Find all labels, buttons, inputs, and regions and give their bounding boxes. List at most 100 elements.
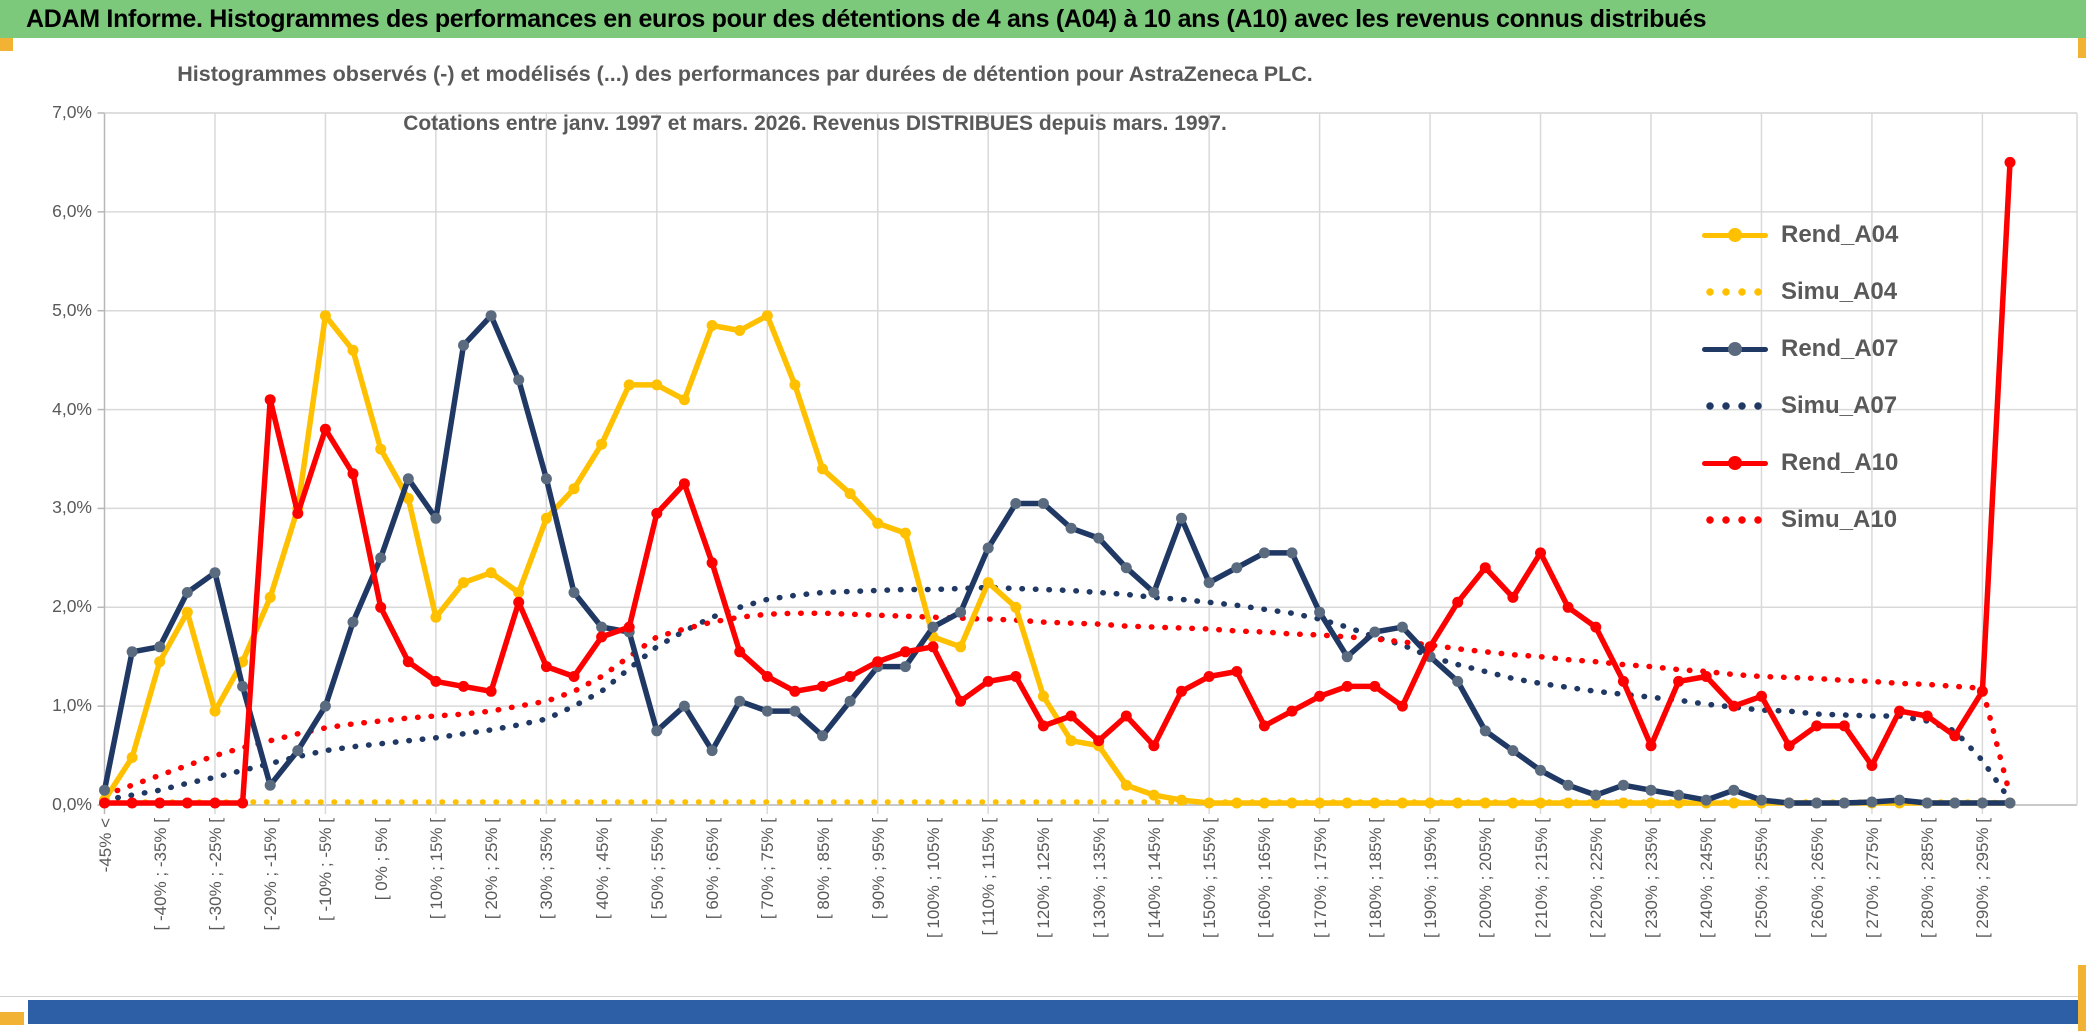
series-marker-Rend_A04 (375, 443, 387, 455)
series-marker-Rend_A07 (1148, 587, 1160, 598)
series-marker-Rend_A07 (1728, 784, 1740, 796)
legend-entry-Simu_A07[interactable]: Simu_A07 (1702, 377, 2002, 434)
series-marker-Rend_A10 (982, 675, 994, 687)
series-marker-Rend_A10 (2004, 156, 2016, 168)
series-marker-Rend_A07 (1756, 794, 1767, 806)
series-marker-Rend_A07 (402, 473, 414, 485)
x-tick-label: [ 180% ; 185% [ (1365, 818, 1385, 939)
legend-entry-Rend_A10[interactable]: Rend_A10 (1702, 434, 2002, 491)
series-marker-Rend_A10 (1314, 690, 1326, 702)
legend-entry-Simu_A04[interactable]: Simu_A04 (1702, 263, 2002, 320)
legend-entry-Rend_A07[interactable]: Rend_A07 (1702, 320, 2002, 377)
series-marker-Rend_A07 (2004, 797, 2016, 809)
series-marker-Rend_A07 (154, 641, 166, 653)
x-tick-label: [ 170% ; 175% [ (1310, 818, 1330, 939)
x-tick-label: [ -20% ; -15% [ (261, 818, 281, 931)
series-marker-Rend_A10 (1286, 705, 1298, 717)
series-marker-Rend_A10 (126, 797, 138, 809)
legend-label: Simu_A04 (1781, 277, 1898, 305)
series-marker-Rend_A10 (1424, 641, 1436, 653)
series-marker-Rend_A04 (1176, 794, 1187, 806)
series-marker-Rend_A10 (375, 601, 387, 613)
series-marker-Rend_A10 (1645, 740, 1657, 752)
x-tick-label: [ 130% ; 135% [ (1089, 818, 1109, 939)
series-marker-Rend_A07 (844, 695, 856, 707)
series-marker-Rend_A10 (430, 675, 442, 687)
series-marker-Rend_A07 (568, 587, 580, 598)
series-marker-Rend_A10 (1783, 740, 1795, 752)
series-marker-Rend_A07 (1507, 745, 1519, 757)
series-marker-Rend_A04 (1148, 789, 1160, 801)
series-marker-Rend_A04 (1065, 735, 1077, 747)
series-marker-Rend_A04 (1562, 797, 1574, 809)
gold-accent-top-left (0, 38, 13, 51)
series-marker-Rend_A07 (651, 725, 663, 737)
series-marker-Rend_A10 (513, 596, 525, 608)
legend-entry-Simu_A10[interactable]: Simu_A10 (1702, 491, 2002, 548)
series-marker-Rend_A07 (1176, 512, 1187, 524)
series-marker-Rend_A07 (1949, 797, 1961, 809)
series-marker-Rend_A10 (1396, 700, 1408, 712)
series-marker-Rend_A04 (678, 394, 690, 406)
series-marker-Rend_A04 (264, 591, 276, 603)
series-marker-Rend_A07 (1369, 626, 1381, 638)
series-marker-Rend_A07 (596, 621, 608, 633)
series-marker-Rend_A10 (1203, 671, 1215, 682)
series-marker-Rend_A10 (899, 646, 911, 658)
series-line-Simu_A07 (101, 584, 2013, 803)
legend-entry-Rend_A04[interactable]: Rend_A04 (1702, 206, 2002, 263)
series-marker-Rend_A04 (1396, 797, 1408, 809)
series-marker-Rend_A04 (568, 483, 580, 495)
series-marker-Rend_A10 (485, 685, 497, 697)
x-tick-label: [ 50% ; 55% [ (647, 818, 667, 920)
series-marker-Rend_A04 (1203, 797, 1215, 809)
x-tick-label: [ 10% ; 15% [ (426, 818, 446, 920)
y-tick-label: 4,0% (52, 398, 92, 419)
x-tick-label: [ -40% ; -35% [ (150, 818, 170, 931)
series-marker-Rend_A10 (817, 680, 828, 692)
series-marker-Rend_A04 (1728, 797, 1740, 809)
series-marker-Rend_A10 (458, 680, 469, 692)
gold-accent-top-right (2078, 38, 2086, 58)
legend-label: Simu_A10 (1781, 505, 1898, 533)
header-bar: ADAM Informe. Histogrammes des performan… (0, 0, 2086, 38)
series-marker-Rend_A10 (927, 641, 939, 653)
series-marker-Rend_A10 (1176, 685, 1187, 697)
series-marker-Rend_A10 (1894, 705, 1905, 717)
header-title: ADAM Informe. Histogrammes des performan… (26, 5, 1707, 33)
series-marker-Rend_A07 (1673, 789, 1685, 801)
x-tick-label: [ 30% ; 35% [ (537, 818, 557, 920)
series-marker-Rend_A10 (1037, 720, 1049, 732)
series-marker-Rend_A10 (1838, 720, 1850, 732)
series-marker-Rend_A10 (347, 468, 359, 480)
y-tick-label: 7,0% (52, 102, 92, 122)
legend-sample-dotted-icon (1702, 513, 1768, 527)
series-marker-Rend_A07 (1452, 675, 1464, 687)
chart-title-line1: Histogrammes observés (-) et modélisés (… (177, 62, 1313, 86)
series-marker-Rend_A07 (1314, 606, 1326, 618)
x-tick-label: [ 20% ; 25% [ (482, 818, 502, 920)
series-marker-Rend_A07 (264, 779, 276, 791)
series-marker-Rend_A04 (458, 577, 469, 589)
x-tick-label: [ 190% ; 195% [ (1421, 818, 1441, 939)
bottom-scrollbar[interactable] (28, 1000, 2078, 1024)
series-marker-Rend_A07 (1010, 498, 1022, 509)
series-marker-Rend_A10 (181, 797, 193, 809)
series-marker-Rend_A04 (1314, 797, 1326, 809)
series-marker-Rend_A07 (1341, 651, 1353, 663)
series-marker-Rend_A07 (899, 661, 911, 673)
series-marker-Rend_A07 (789, 705, 801, 717)
series-marker-Rend_A07 (430, 512, 442, 524)
series-marker-Rend_A10 (1673, 675, 1685, 687)
y-tick-label: 5,0% (52, 299, 92, 320)
series-marker-Rend_A07 (458, 339, 469, 351)
series-marker-Rend_A04 (540, 512, 552, 524)
series-marker-Rend_A10 (154, 797, 166, 809)
x-tick-label: [ 120% ; 125% [ (1034, 818, 1054, 939)
series-marker-Rend_A07 (982, 542, 994, 554)
x-tick-label: [ 160% ; 165% [ (1255, 818, 1275, 939)
series-marker-Rend_A10 (1258, 720, 1270, 732)
legend-sample-solid-icon (1702, 227, 1768, 242)
series-marker-Rend_A10 (1700, 671, 1712, 682)
series-marker-Rend_A07 (761, 705, 773, 717)
